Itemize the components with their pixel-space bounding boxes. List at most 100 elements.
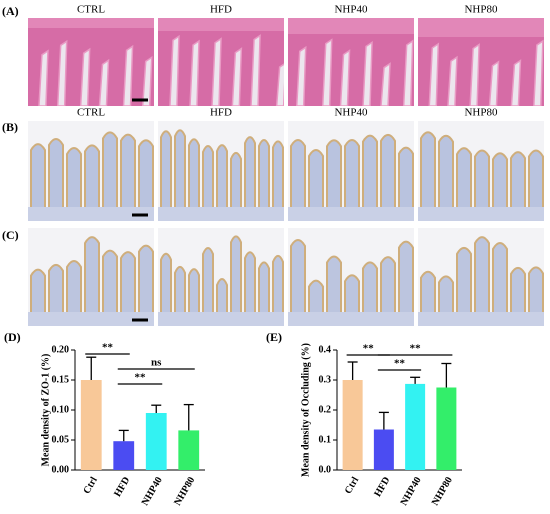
y-tick-label: 0.3 xyxy=(319,374,332,385)
villus xyxy=(492,152,508,221)
lumen xyxy=(339,49,351,106)
column-header: NHP80 xyxy=(464,107,498,119)
panel-label: (C) xyxy=(2,228,19,242)
bar xyxy=(373,429,394,470)
villus xyxy=(380,133,396,221)
villus xyxy=(492,241,508,326)
lumen xyxy=(250,34,261,106)
y-tick-label: 0.1 xyxy=(319,434,332,445)
y-tick-label: 0.20 xyxy=(52,344,70,355)
base-layer xyxy=(158,207,284,221)
villus xyxy=(202,145,214,221)
base-layer xyxy=(158,312,284,326)
column-header: NHP40 xyxy=(334,107,368,119)
villus xyxy=(160,130,172,221)
villus xyxy=(230,235,242,326)
villus xyxy=(138,244,154,326)
mucosa-band xyxy=(28,18,154,28)
bar xyxy=(80,380,102,470)
villus xyxy=(202,247,214,326)
villus xyxy=(244,136,256,221)
y-tick-label: 0.0 xyxy=(319,464,332,475)
villus xyxy=(66,259,82,326)
mucosa-band xyxy=(158,18,284,31)
villus xyxy=(188,268,200,326)
x-tick-label: Ctrl xyxy=(343,475,362,496)
y-tick-label: 0.00 xyxy=(52,464,70,475)
micrograph xyxy=(288,121,414,221)
mucosa-band xyxy=(288,18,414,34)
villus xyxy=(120,251,136,326)
villus xyxy=(528,149,544,221)
lumen xyxy=(428,42,440,106)
villus xyxy=(230,151,242,221)
x-tick-label: NHP40 xyxy=(399,475,424,507)
villus xyxy=(258,261,270,326)
lumen xyxy=(447,55,458,106)
lumen xyxy=(38,49,49,106)
villus xyxy=(456,246,472,326)
villus xyxy=(48,138,64,221)
base-layer xyxy=(418,207,544,221)
villus xyxy=(272,140,284,221)
x-tick-label: NHP80 xyxy=(172,475,197,507)
villus xyxy=(84,236,100,326)
y-tick-label: 0.05 xyxy=(52,434,70,445)
villus xyxy=(30,143,46,221)
base-layer xyxy=(28,312,154,326)
lumen xyxy=(380,62,391,106)
lumen xyxy=(533,39,544,106)
base-layer xyxy=(28,207,154,221)
micrograph xyxy=(418,18,544,106)
lumen xyxy=(169,34,180,106)
villus xyxy=(84,144,100,221)
x-tick-label: NHP80 xyxy=(430,475,455,507)
column-header: NHP40 xyxy=(334,4,368,16)
significance-label: ns xyxy=(151,357,162,369)
lumen xyxy=(469,43,480,106)
villus xyxy=(174,129,186,221)
villus xyxy=(474,236,490,326)
micrograph xyxy=(418,121,544,221)
significance-label: ** xyxy=(363,343,375,355)
column-header: CTRL xyxy=(77,4,105,16)
villus xyxy=(272,254,284,326)
villus xyxy=(344,139,360,221)
villus xyxy=(362,261,378,326)
base-layer xyxy=(288,207,414,221)
villus xyxy=(456,147,472,221)
villus xyxy=(290,138,306,221)
villus xyxy=(308,148,324,221)
y-tick-label: 0.4 xyxy=(319,344,332,355)
villus xyxy=(380,256,396,326)
villus xyxy=(120,133,136,221)
micrograph xyxy=(418,228,544,326)
micrograph xyxy=(28,18,154,106)
micrograph xyxy=(28,228,154,326)
villus xyxy=(30,268,46,326)
villus xyxy=(438,134,454,221)
villus xyxy=(216,144,228,221)
micrograph xyxy=(158,228,284,326)
x-tick-label: NHP40 xyxy=(140,475,165,507)
panel-label: (B) xyxy=(2,120,18,134)
significance-label: ** xyxy=(394,358,406,370)
villus xyxy=(474,149,490,221)
base-layer xyxy=(418,312,544,326)
lumen xyxy=(321,38,333,106)
villus xyxy=(188,138,200,221)
lumen xyxy=(231,47,243,106)
villus xyxy=(326,255,342,326)
base-layer xyxy=(288,312,414,326)
villus xyxy=(102,249,118,326)
lumen xyxy=(362,40,373,106)
villus xyxy=(102,131,118,221)
lumen xyxy=(56,39,68,106)
column-header: HFD xyxy=(210,4,232,16)
villus xyxy=(244,251,256,326)
villus xyxy=(510,266,526,326)
villus xyxy=(510,151,526,221)
lumen xyxy=(79,47,91,106)
column-header: CTRL xyxy=(77,107,105,119)
bar xyxy=(178,430,200,470)
